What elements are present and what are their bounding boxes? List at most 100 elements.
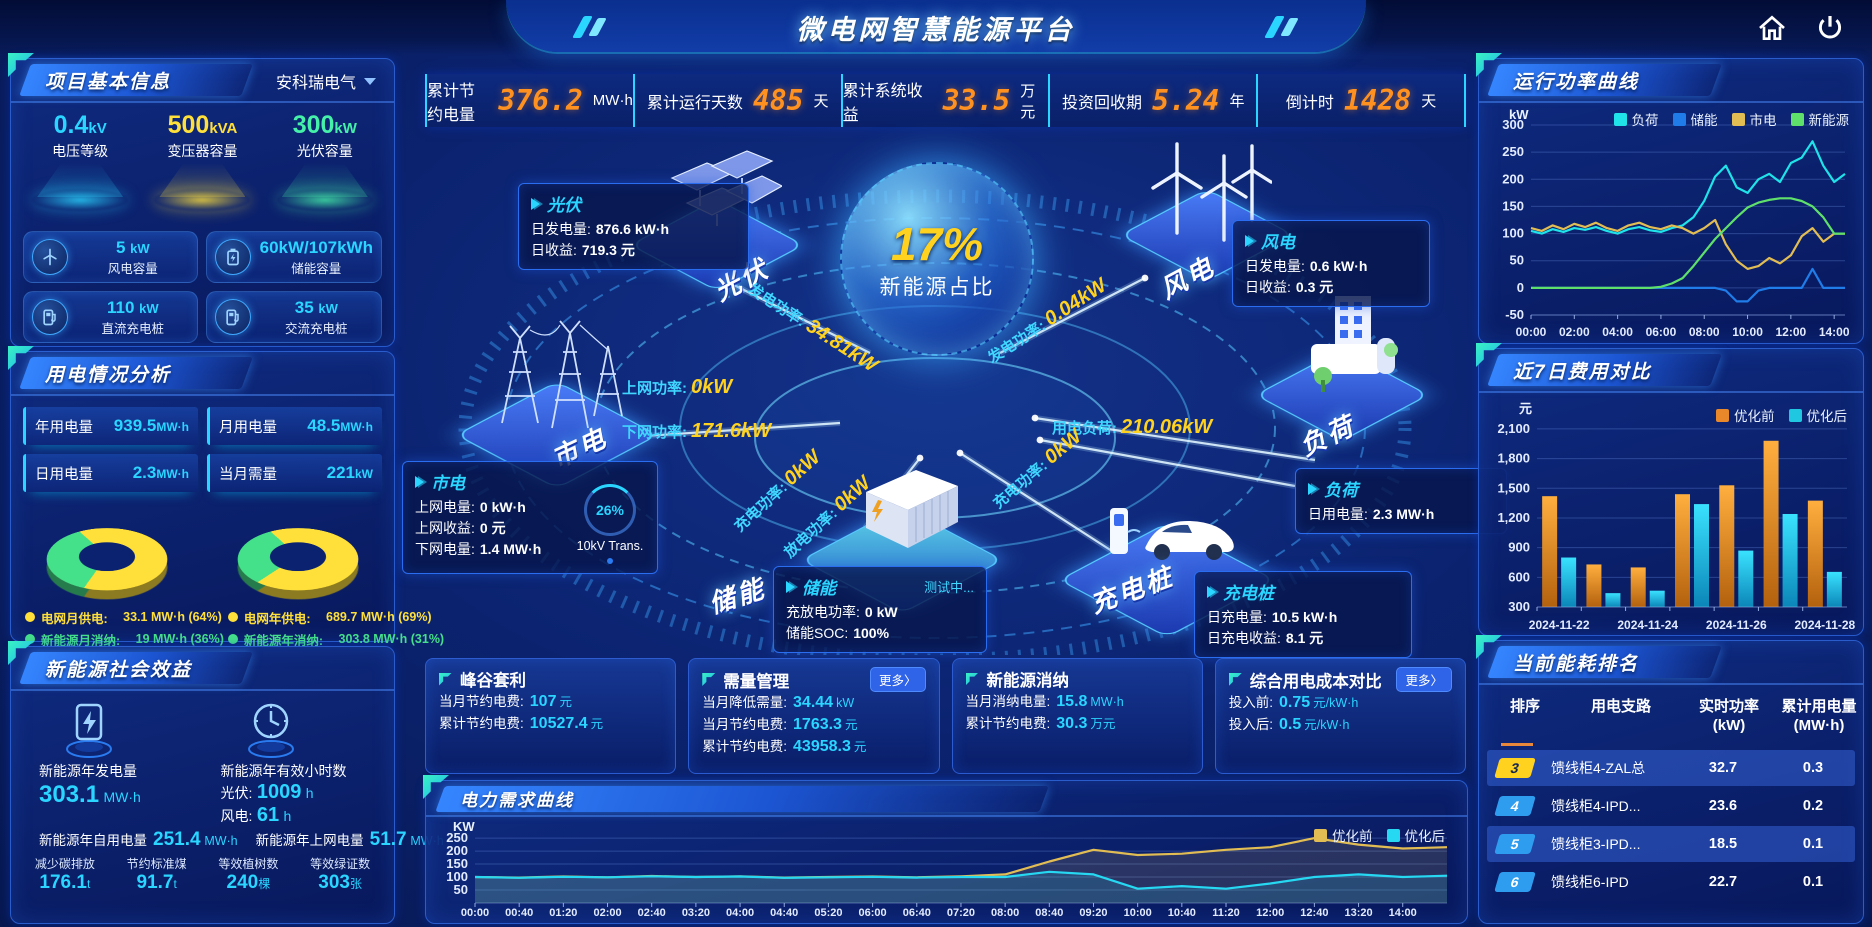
branch-name: 馈线柜4-ZAL总 bbox=[1551, 760, 1646, 776]
usage-stat-当月需量: 当月需量 221kW bbox=[207, 454, 382, 492]
svg-text:02:00: 02:00 bbox=[1559, 325, 1590, 339]
capacity-value: 35 kW bbox=[294, 297, 338, 317]
svg-text:200: 200 bbox=[1502, 171, 1524, 186]
capacity-value: 110 kW bbox=[106, 297, 159, 317]
benefit-panel-峰谷套利: 峰谷套利 当月节约电费: 107 元累计节约电费: 10527.4 元 bbox=[425, 658, 677, 774]
pedestal-label: 变压器容量 bbox=[167, 143, 238, 159]
svg-text:04:40: 04:40 bbox=[770, 907, 798, 919]
branch-name: 馈线柜3-IPD... bbox=[1551, 836, 1641, 852]
panel-project-info: 项目基本信息 安科瑞电气 0.4kV 电压等级 500kVA 变压器容量 300… bbox=[8, 53, 395, 347]
chevron-right-icon bbox=[1308, 482, 1317, 495]
svg-text:11:20: 11:20 bbox=[1212, 907, 1240, 919]
demand-legend: 优化前 优化后 bbox=[1314, 825, 1445, 845]
company-name: 安科瑞电气 bbox=[275, 75, 356, 92]
panel-title-power: 运行功率曲线 bbox=[1513, 72, 1640, 93]
pedestal-光伏容量: 300kW 光伏容量 bbox=[264, 111, 386, 223]
svg-text:250: 250 bbox=[1502, 144, 1524, 159]
kpi-bar: 累计节约电量 376.2 MW·h 累计运行天数 485 天 累计系统收益 33… bbox=[425, 74, 1466, 127]
panel-mini-icon bbox=[1228, 673, 1242, 686]
renewable-share-sphere: 17% 新能源占比 bbox=[840, 162, 1034, 356]
kpi-item: 累计节约电量 376.2 MW·h bbox=[425, 74, 633, 127]
kpi-unit: 年 bbox=[1229, 93, 1245, 110]
donut-year bbox=[223, 502, 373, 600]
panel-cost-compare: 近7日费用对比 优化前 优化后 元 300 600 900 1,200 1,500 1,800… bbox=[1476, 343, 1864, 636]
legend-item: 新能源月消纳: 19 MW·h (36%) bbox=[25, 628, 224, 650]
kpi-label: 累计运行天数 bbox=[646, 94, 743, 112]
table-row[interactable]: 6 馈线柜6-IPD 22.7 0.1 bbox=[1487, 864, 1855, 900]
kpi-unit: 天 bbox=[1421, 93, 1437, 110]
rank-badge: 5 bbox=[1494, 834, 1536, 854]
usage-stat-年用电量: 年用电量 939.5MW·h bbox=[23, 407, 198, 445]
panel-power-curve: 运行功率曲线 负荷 储能 市电 新能源 kW -50 0 50 100 150 200 250 300… bbox=[1476, 53, 1864, 344]
kpi-unit: 万元 bbox=[1020, 82, 1036, 121]
kpi-item: 累计系统收益 33.5 万元 bbox=[840, 74, 1049, 127]
table-row[interactable]: 5 馈线柜3-IPD... 18.5 0.1 bbox=[1487, 826, 1855, 862]
pedestal-value: 300kW bbox=[292, 111, 357, 139]
capacity-value: 60kW/107kWh bbox=[259, 237, 373, 257]
more-button[interactable]: 更多〉 bbox=[869, 667, 926, 692]
svg-text:05:20: 05:20 bbox=[814, 907, 842, 919]
svg-text:300: 300 bbox=[1502, 117, 1524, 132]
pedestal-value: 500kVA bbox=[167, 111, 238, 139]
renewable-share-label: 新能源占比 bbox=[879, 276, 995, 299]
svg-text:-50: -50 bbox=[1505, 307, 1524, 322]
legend-item: 储能 bbox=[1672, 109, 1718, 129]
panel-title-demand: 电力需求曲线 bbox=[460, 791, 574, 810]
benefit-line: 投入前: 0.75 元/kW·h bbox=[1228, 694, 1359, 711]
load-info-card: 负荷 日用电量: 2.3 MW·h bbox=[1295, 468, 1507, 534]
social-row-新能源年自用电量: 新能源年自用电量 251.4 MW·h bbox=[39, 829, 238, 850]
capacity-label: 风电容量 bbox=[107, 261, 158, 276]
svg-text:02:40: 02:40 bbox=[638, 907, 666, 919]
ranking-underline bbox=[1501, 743, 1533, 746]
svg-text:1,500: 1,500 bbox=[1497, 480, 1530, 495]
company-dropdown[interactable]: 安科瑞电气 bbox=[276, 69, 376, 93]
chevron-down-icon bbox=[364, 77, 376, 85]
benefit-title: 综合用电成本对比 bbox=[1249, 672, 1382, 691]
svg-text:12:00: 12:00 bbox=[1256, 907, 1284, 919]
svg-text:10:40: 10:40 bbox=[1168, 907, 1196, 919]
gen-value: 303.1 MW·h bbox=[39, 781, 141, 808]
table-row[interactable]: 4 馈线柜4-IPD... 23.6 0.2 bbox=[1487, 788, 1855, 824]
svg-text:08:40: 08:40 bbox=[1035, 907, 1063, 919]
benefit-panel-新能源消纳: 新能源消纳 当月消纳电量: 15.8 MW·h 累计节约电费: 30.3 万元 bbox=[951, 658, 1203, 774]
grid-towers-icon bbox=[482, 308, 632, 438]
more-button[interactable]: 更多〉 bbox=[1396, 667, 1452, 692]
flow-export-power: 上网功率: 0kW bbox=[622, 376, 733, 398]
power-legend: 负荷 储能 市电 新能源 bbox=[1613, 109, 1849, 129]
home-icon[interactable] bbox=[1756, 12, 1788, 44]
svg-text:14:00: 14:00 bbox=[1819, 325, 1850, 339]
legend-item: 电网月供电: 33.1 MW·h (64%) bbox=[25, 606, 224, 628]
gen-label: 新能源年发电量 bbox=[39, 763, 137, 779]
legend-item: 优化前 bbox=[1314, 825, 1373, 845]
svg-text:02:00: 02:00 bbox=[593, 907, 621, 919]
battery-icon bbox=[214, 239, 251, 275]
svg-text:元: 元 bbox=[1519, 401, 1532, 416]
cost-legend: 优化前 优化后 bbox=[1716, 405, 1847, 425]
benefit-title: 峰谷套利 bbox=[460, 672, 526, 690]
kpi-item: 投资回收期 5.24 年 bbox=[1048, 74, 1256, 127]
legend-item: 新能源 bbox=[1790, 109, 1849, 129]
svg-text:1,200: 1,200 bbox=[1497, 510, 1530, 525]
total-energy: 0.3 bbox=[1802, 760, 1824, 776]
table-row[interactable]: 3 馈线柜4-ZAL总 32.7 0.3 bbox=[1487, 750, 1855, 786]
svg-text:2024-11-22: 2024-11-22 bbox=[1529, 618, 1590, 632]
microgrid-stage: 17% 新能源占比 光伏 风电 市电 负荷 储能 充电桩 发电功率:34.81k… bbox=[400, 128, 1507, 658]
hours-label: 新能源年有效小时数 bbox=[220, 763, 347, 779]
benefit-title: 需量管理 bbox=[723, 672, 790, 691]
realtime-power: 23.6 bbox=[1708, 798, 1738, 814]
legend-item: 优化后 bbox=[1788, 405, 1847, 425]
svg-text:0: 0 bbox=[1517, 280, 1524, 295]
svg-text:13:20: 13:20 bbox=[1344, 907, 1372, 919]
realtime-power: 18.5 bbox=[1708, 836, 1738, 852]
flow-import-power: 下网功率: 171.6kW bbox=[622, 420, 772, 442]
pedestal-label: 电压等级 bbox=[52, 143, 109, 159]
svg-text:kW: kW bbox=[1509, 107, 1529, 122]
chevron-right-icon bbox=[531, 197, 540, 210]
svg-text:10:00: 10:00 bbox=[1124, 907, 1152, 919]
svg-text:12:00: 12:00 bbox=[1776, 325, 1807, 339]
power-icon[interactable] bbox=[1814, 12, 1846, 44]
